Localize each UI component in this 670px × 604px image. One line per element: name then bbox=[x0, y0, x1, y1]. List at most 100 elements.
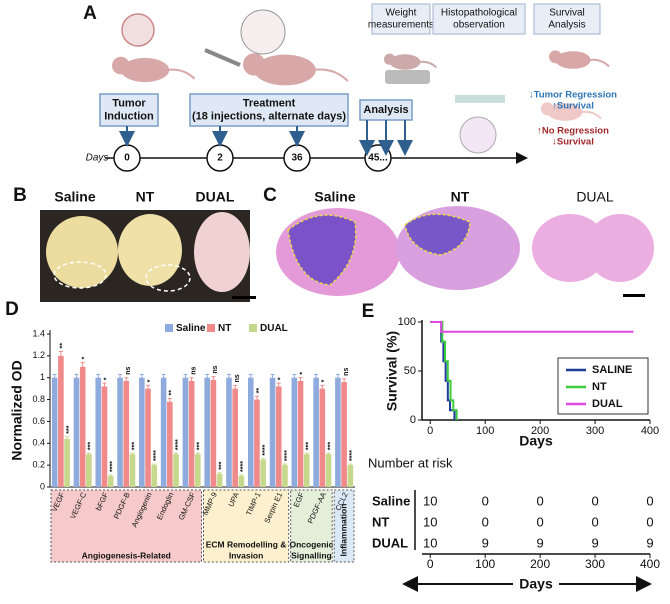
y-tick-label: 1.2 bbox=[32, 350, 45, 360]
group-box bbox=[50, 489, 202, 563]
group-label: Saline bbox=[54, 189, 95, 205]
bar bbox=[145, 388, 151, 487]
group-label: Invasion bbox=[229, 550, 263, 560]
bar bbox=[226, 377, 232, 487]
panel-label: D bbox=[5, 299, 19, 320]
analysis-label: Histopathological bbox=[441, 8, 517, 19]
outcome-label: ↓Tumor Regression bbox=[529, 90, 617, 101]
x-tick-label: 100 bbox=[476, 425, 494, 437]
risk-value: 9 bbox=[482, 535, 489, 550]
significance-label: * bbox=[147, 379, 154, 382]
tumor-photo bbox=[46, 216, 118, 288]
group-box bbox=[203, 489, 290, 563]
risk-row-label: Saline bbox=[372, 493, 410, 508]
outcome-label: ↑No Regression bbox=[537, 126, 609, 137]
bar bbox=[51, 377, 58, 487]
mouse-tail bbox=[580, 110, 602, 120]
y-axis-title: Survival (%) bbox=[384, 331, 400, 411]
survival-curve bbox=[430, 321, 458, 420]
tumor-outline bbox=[53, 261, 107, 289]
bar bbox=[64, 438, 70, 487]
significance-label: *** bbox=[197, 442, 204, 450]
mouse-icon bbox=[555, 51, 591, 69]
bar bbox=[319, 388, 326, 487]
bar bbox=[160, 377, 167, 487]
y-tick-label: 0.4 bbox=[32, 438, 45, 448]
analysis-box bbox=[432, 3, 526, 35]
x-tick-label: 200 bbox=[530, 557, 550, 571]
y-tick-label: 0 bbox=[40, 481, 45, 491]
mouse-icon bbox=[254, 54, 316, 86]
group-label: DUAL bbox=[196, 189, 235, 205]
group-label: Inflammation bbox=[338, 504, 348, 557]
bar bbox=[107, 476, 114, 487]
bar bbox=[282, 465, 288, 487]
bar bbox=[79, 366, 86, 487]
mouse-icon bbox=[547, 103, 583, 121]
bar bbox=[216, 473, 223, 487]
tumor-photo bbox=[118, 214, 182, 286]
significance-label: **** bbox=[153, 450, 160, 461]
significance-label: *** bbox=[88, 442, 95, 450]
group-label: DUAL bbox=[576, 189, 614, 205]
group-label: Signalling bbox=[291, 550, 332, 560]
x-tick-label: 400 bbox=[640, 557, 660, 571]
significance-label: *** bbox=[306, 442, 313, 450]
bar bbox=[210, 379, 217, 487]
tumor-cells-icon bbox=[121, 13, 155, 47]
bar bbox=[303, 454, 310, 487]
analysis-label: measurements bbox=[368, 20, 434, 31]
x-tick-label: 300 bbox=[585, 557, 605, 571]
mouse-tail bbox=[418, 60, 438, 69]
bar bbox=[117, 377, 123, 487]
y-tick-label: 1 bbox=[40, 372, 45, 382]
mouse-tail bbox=[312, 68, 349, 82]
bar bbox=[291, 377, 298, 487]
group-label: NT bbox=[451, 189, 470, 205]
mouse-icon bbox=[549, 50, 562, 64]
mouse-icon bbox=[112, 56, 130, 75]
day-label: 45... bbox=[368, 153, 388, 164]
risk-value: 9 bbox=[537, 535, 544, 550]
step-label: Treatment bbox=[243, 97, 296, 109]
day-label: 0 bbox=[124, 153, 130, 164]
step-label: (18 injections, alternate days) bbox=[192, 110, 346, 122]
risk-value: 0 bbox=[591, 514, 598, 529]
significance-label: **** bbox=[175, 439, 182, 450]
mouse-icon bbox=[243, 53, 266, 76]
legend-label: NT bbox=[592, 381, 607, 393]
bar bbox=[95, 377, 102, 487]
mouse-tail bbox=[166, 68, 196, 80]
risk-value: 0 bbox=[591, 493, 598, 508]
risk-table-title: Number at risk bbox=[368, 455, 453, 470]
label-background bbox=[513, 576, 559, 592]
legend-label: DUAL bbox=[260, 323, 288, 334]
y-tick-label: 0.8 bbox=[32, 394, 45, 404]
significance-label: *** bbox=[131, 442, 138, 450]
significance-label: ns bbox=[190, 366, 197, 374]
mouse-icon bbox=[541, 102, 554, 116]
legend-label: DUAL bbox=[592, 398, 623, 410]
significance-label: * bbox=[103, 377, 110, 380]
risk-value: 0 bbox=[482, 493, 489, 508]
survival-curve bbox=[430, 321, 634, 333]
y-tick-label: 100 bbox=[398, 316, 416, 328]
bar bbox=[341, 382, 347, 487]
bar bbox=[238, 476, 245, 487]
histo-icon bbox=[459, 116, 497, 154]
significance-label: ns bbox=[234, 374, 241, 382]
bar bbox=[151, 465, 158, 487]
day-label: 2 bbox=[217, 153, 223, 164]
mouse-icon bbox=[120, 57, 170, 83]
step-label: Induction bbox=[104, 110, 154, 122]
significance-label: **** bbox=[240, 461, 247, 472]
y-tick-label: 0.6 bbox=[32, 416, 45, 426]
group-box bbox=[333, 489, 355, 563]
risk-value: 10 bbox=[423, 514, 437, 529]
significance-label: ns bbox=[125, 366, 132, 374]
bar bbox=[232, 388, 238, 487]
legend-label: SALINE bbox=[592, 364, 632, 376]
significance-label: ns bbox=[212, 365, 219, 373]
brain-section bbox=[532, 214, 608, 282]
risk-value: 9 bbox=[646, 535, 653, 550]
